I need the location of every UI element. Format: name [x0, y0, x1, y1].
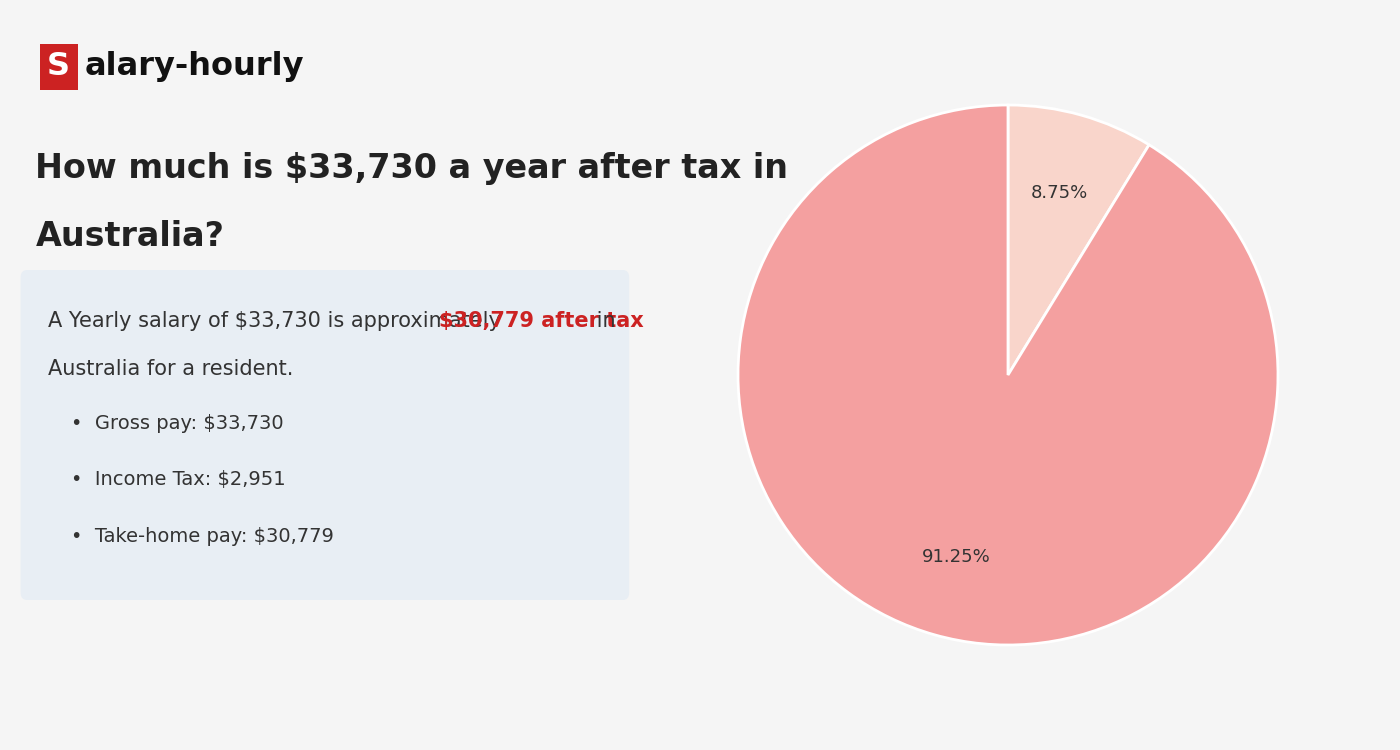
Text: A Yearly salary of $33,730 is approximately: A Yearly salary of $33,730 is approximat… — [48, 311, 508, 331]
Wedge shape — [738, 105, 1278, 645]
Text: 91.25%: 91.25% — [923, 548, 991, 566]
Text: in: in — [591, 311, 616, 331]
Text: •  Income Tax: $2,951: • Income Tax: $2,951 — [71, 470, 286, 490]
Text: S: S — [46, 51, 70, 82]
Text: Australia for a resident.: Australia for a resident. — [48, 359, 294, 379]
Wedge shape — [1008, 105, 1149, 375]
Text: •  Take-home pay: $30,779: • Take-home pay: $30,779 — [71, 526, 333, 546]
Text: 8.75%: 8.75% — [1030, 184, 1088, 202]
Text: $30,779 after tax: $30,779 after tax — [440, 311, 644, 331]
FancyBboxPatch shape — [41, 44, 78, 90]
Text: alary-hourly: alary-hourly — [85, 51, 305, 82]
Text: •  Gross pay: $33,730: • Gross pay: $33,730 — [71, 414, 283, 434]
FancyBboxPatch shape — [21, 270, 629, 600]
Text: How much is $33,730 a year after tax in: How much is $33,730 a year after tax in — [35, 152, 788, 185]
Text: Australia?: Australia? — [35, 220, 224, 253]
